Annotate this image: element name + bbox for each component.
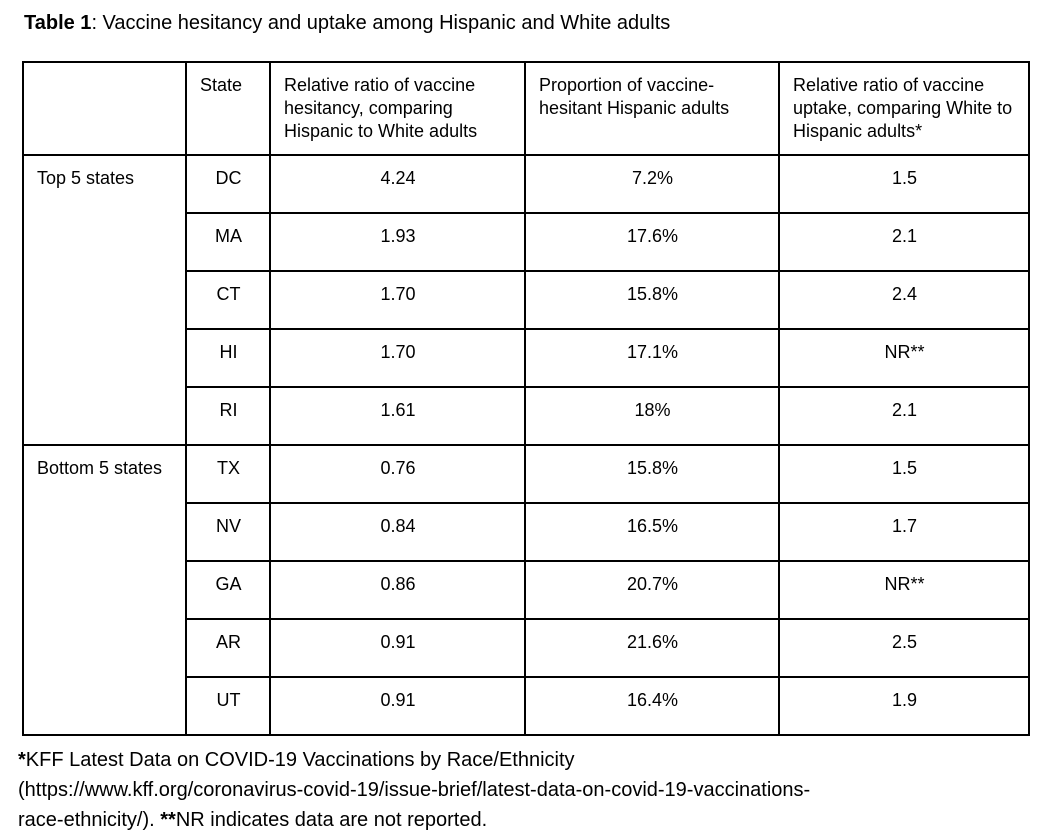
state-cell: TX xyxy=(185,444,271,504)
footnote-url-end-text: race-ethnicity/). xyxy=(18,809,161,831)
hesitant-proportion-cell: 16.4% xyxy=(524,676,780,736)
table-caption: Table 1: Vaccine hesitancy and uptake am… xyxy=(24,10,1046,36)
hesitancy-ratio-cell: 0.84 xyxy=(269,502,526,562)
table-row: MA 1.93 17.6% 2.1 xyxy=(23,212,1030,272)
header-row: State Relative ratio of vaccine hesitanc… xyxy=(22,61,1030,156)
state-cell: AR xyxy=(185,618,271,678)
uptake-ratio-cell: 1.5 xyxy=(778,444,1030,504)
col-header-hesitancy-ratio: Relative ratio of vaccine hesitancy, com… xyxy=(269,61,526,156)
state-cell: NV xyxy=(185,502,271,562)
footnote-line-2: (https://www.kff.org/coronavirus-covid-1… xyxy=(18,775,1046,805)
hesitancy-ratio-cell: 0.86 xyxy=(269,560,526,620)
uptake-ratio-cell: 2.1 xyxy=(778,212,1030,272)
hesitancy-ratio-cell: 0.91 xyxy=(269,676,526,736)
col-header-uptake-ratio: Relative ratio of vaccine uptake, compar… xyxy=(778,61,1030,156)
uptake-ratio-cell: NR** xyxy=(778,560,1030,620)
hesitant-proportion-cell: 16.5% xyxy=(524,502,780,562)
hesitant-proportion-cell: 15.8% xyxy=(524,444,780,504)
uptake-ratio-cell: 1.9 xyxy=(778,676,1030,736)
uptake-ratio-cell: NR** xyxy=(778,328,1030,388)
state-cell: HI xyxy=(185,328,271,388)
hesitant-proportion-cell: 20.7% xyxy=(524,560,780,620)
hesitancy-ratio-cell: 1.61 xyxy=(269,386,526,446)
hesitancy-ratio-cell: 0.76 xyxy=(269,444,526,504)
uptake-ratio-cell: 2.4 xyxy=(778,270,1030,330)
footnote-url-text: (https://www.kff.org/coronavirus-covid-1… xyxy=(18,779,811,801)
state-cell: CT xyxy=(185,270,271,330)
row-group-label-bottom5: Bottom 5 states xyxy=(22,444,187,736)
table-row: AR 0.91 21.6% 2.5 xyxy=(23,618,1030,678)
table-row: Top 5 states DC 4.24 7.2% 1.5 xyxy=(22,154,1030,446)
footnote-line-1: *KFF Latest Data on COVID-19 Vaccination… xyxy=(18,745,1046,775)
footnote-marker-2: ** xyxy=(160,809,176,831)
table-caption-text: : Vaccine hesitancy and uptake among His… xyxy=(91,12,671,34)
hesitant-proportion-cell: 21.6% xyxy=(524,618,780,678)
state-cell: UT xyxy=(185,676,271,736)
uptake-ratio-cell: 1.5 xyxy=(778,154,1030,214)
hesitancy-ratio-cell: 1.93 xyxy=(269,212,526,272)
uptake-ratio-cell: 2.5 xyxy=(778,618,1030,678)
state-cell: DC xyxy=(185,154,271,214)
hesitant-proportion-cell: 17.1% xyxy=(524,328,780,388)
hesitancy-ratio-cell: 4.24 xyxy=(269,154,526,214)
table-row: Bottom 5 states TX 0.76 15.8% 1.5 xyxy=(22,444,1030,736)
state-cell: RI xyxy=(185,386,271,446)
footnote-marker-1: * xyxy=(18,749,26,771)
state-cell: MA xyxy=(185,212,271,272)
footnote-source-text: KFF Latest Data on COVID-19 Vaccinations… xyxy=(25,749,575,771)
hesitant-proportion-cell: 15.8% xyxy=(524,270,780,330)
hesitancy-ratio-cell: 1.70 xyxy=(269,270,526,330)
table-row: GA 0.86 20.7% NR** xyxy=(23,560,1030,620)
vaccine-hesitancy-table: State Relative ratio of vaccine hesitanc… xyxy=(22,61,1030,736)
hesitant-proportion-cell: 18% xyxy=(524,386,780,446)
footnote-line-3: race-ethnicity/). **NR indicates data ar… xyxy=(18,805,1046,835)
table-row: RI 1.61 18% 2.1 xyxy=(23,386,1030,446)
hesitancy-ratio-cell: 1.70 xyxy=(269,328,526,388)
row-group-label-top5: Top 5 states xyxy=(22,154,187,446)
table-row: CT 1.70 15.8% 2.4 xyxy=(23,270,1030,330)
table-caption-label: Table 1 xyxy=(24,12,92,34)
table-footnote: *KFF Latest Data on COVID-19 Vaccination… xyxy=(18,745,1046,835)
corner-cell xyxy=(22,61,187,156)
uptake-ratio-cell: 1.7 xyxy=(778,502,1030,562)
uptake-ratio-cell: 2.1 xyxy=(778,386,1030,446)
state-cell: GA xyxy=(185,560,271,620)
col-header-hesitant-proportion: Proportion of vaccine-hesitant Hispanic … xyxy=(524,61,780,156)
table-row: HI 1.70 17.1% NR** xyxy=(23,328,1030,388)
col-header-state: State xyxy=(185,61,271,156)
hesitancy-ratio-cell: 0.91 xyxy=(269,618,526,678)
footnote-nr-text: NR indicates data are not reported. xyxy=(175,809,488,831)
table-row: UT 0.91 16.4% 1.9 xyxy=(23,676,1030,736)
hesitant-proportion-cell: 7.2% xyxy=(524,154,780,214)
hesitant-proportion-cell: 17.6% xyxy=(524,212,780,272)
table-row: NV 0.84 16.5% 1.7 xyxy=(23,502,1030,562)
